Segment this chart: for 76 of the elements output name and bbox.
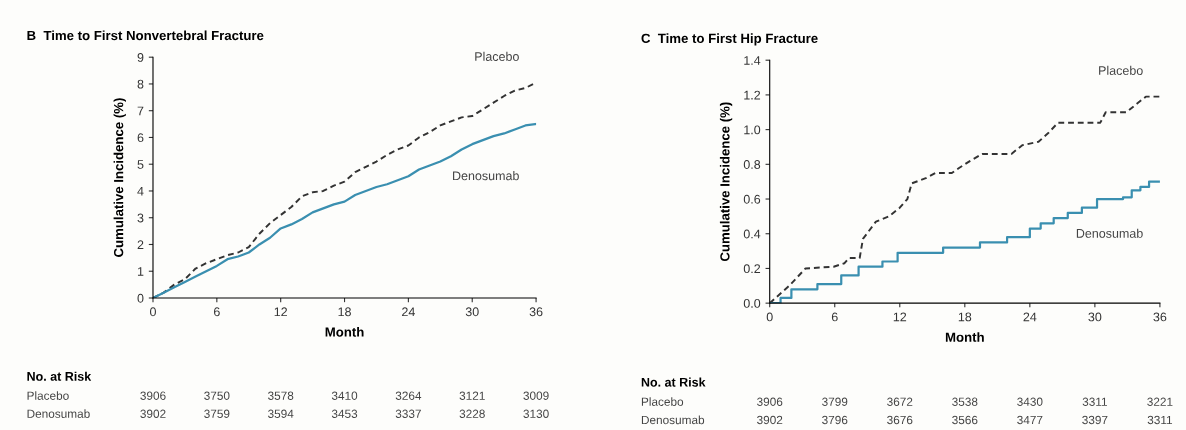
text: 3672 <box>887 397 913 406</box>
chart-title: B Time to First Nonvertebral Fracture <box>27 30 264 41</box>
x-tick-label: 6 <box>214 307 220 317</box>
text: 3397 <box>1082 415 1108 425</box>
y-tick-label: 0.2 <box>743 264 761 274</box>
x-tick-label: 18 <box>338 307 351 317</box>
y-tick-label: 7 <box>137 106 144 116</box>
y-tick-label: 0.0 <box>743 298 761 308</box>
y-tick-label: 2 <box>137 240 144 250</box>
y-tick-label: 0.4 <box>743 229 761 239</box>
text: 3906 <box>757 397 783 406</box>
x-tick-label: 12 <box>274 307 288 317</box>
text: 3337 <box>395 409 421 418</box>
text: Denosumab <box>27 409 90 418</box>
y-tick-label: 0.8 <box>743 160 761 169</box>
text: Placebo <box>641 397 684 406</box>
text: 3759 <box>204 409 230 418</box>
text: 3221 <box>1147 397 1173 406</box>
x-tick-label: 36 <box>1153 312 1167 322</box>
y-tick-label: 9 <box>137 52 144 62</box>
text: 3228 <box>459 409 485 418</box>
y-tick-label: 1.2 <box>744 90 761 100</box>
x-axis-title: Month <box>325 327 364 337</box>
y-tick-label: 0.6 <box>743 194 761 204</box>
text: 3430 <box>1017 397 1043 406</box>
text: 3264 <box>395 391 422 400</box>
text: Placebo <box>27 391 69 400</box>
series-label: Denosumab <box>453 171 519 181</box>
y-axis-title: Cumulative Incidence (%) <box>719 102 733 262</box>
text: 3410 <box>331 391 358 400</box>
x-tick-label: 12 <box>893 312 907 322</box>
y-tick-label: 3 <box>137 213 144 223</box>
text: 3578 <box>268 391 294 400</box>
text: 3311 <box>1082 397 1107 406</box>
chart-title: C Time to First Hip Fracture <box>641 33 818 46</box>
series-label: Placebo <box>1099 65 1143 75</box>
text: 3906 <box>140 391 166 400</box>
y-tick-label: 1.4 <box>744 56 761 65</box>
text: Placebo <box>475 51 519 61</box>
text: No. at Risk <box>27 371 92 381</box>
text: Denosumab <box>641 415 705 425</box>
text: 3676 <box>887 415 913 425</box>
x-tick-label: 30 <box>1088 312 1102 322</box>
text: 3477 <box>1017 415 1043 425</box>
y-tick-label: 8 <box>137 79 144 89</box>
y-tick-label: 0 <box>137 293 144 303</box>
text: 3566 <box>952 415 978 425</box>
y-axis-title: Cumulative Incidence (%) <box>113 98 126 257</box>
text: 3594 <box>268 409 294 418</box>
text: 3453 <box>331 409 358 418</box>
x-tick-label: 18 <box>958 312 972 322</box>
text: 3902 <box>140 409 166 418</box>
text: 3009 <box>523 391 549 400</box>
y-tick-label: 6 <box>137 133 144 143</box>
text: 3538 <box>952 397 978 406</box>
series-label: Denosumab <box>1076 228 1143 238</box>
y-tick-label: 5 <box>137 160 144 169</box>
text: 3799 <box>822 397 848 406</box>
x-tick-label: 24 <box>1023 312 1037 322</box>
y-tick-label: 4 <box>137 186 144 196</box>
x-tick-label: 0 <box>150 307 156 317</box>
x-tick-label: 0 <box>766 312 773 322</box>
x-tick-label: 24 <box>402 307 415 317</box>
text: 3311 <box>1147 415 1173 425</box>
text: 3902 <box>757 415 783 425</box>
text: 3750 <box>204 391 230 400</box>
x-axis-title: Month <box>945 332 984 342</box>
x-tick-label: 30 <box>465 307 479 317</box>
x-tick-label: 36 <box>529 307 543 317</box>
text: 3796 <box>822 415 848 425</box>
text: No. at Risk <box>641 377 706 387</box>
text: 3130 <box>523 409 549 418</box>
text: 3121 <box>459 391 485 400</box>
y-tick-label: 1.0 <box>744 125 761 135</box>
x-tick-label: 6 <box>831 312 838 322</box>
y-tick-label: 1 <box>137 267 144 276</box>
